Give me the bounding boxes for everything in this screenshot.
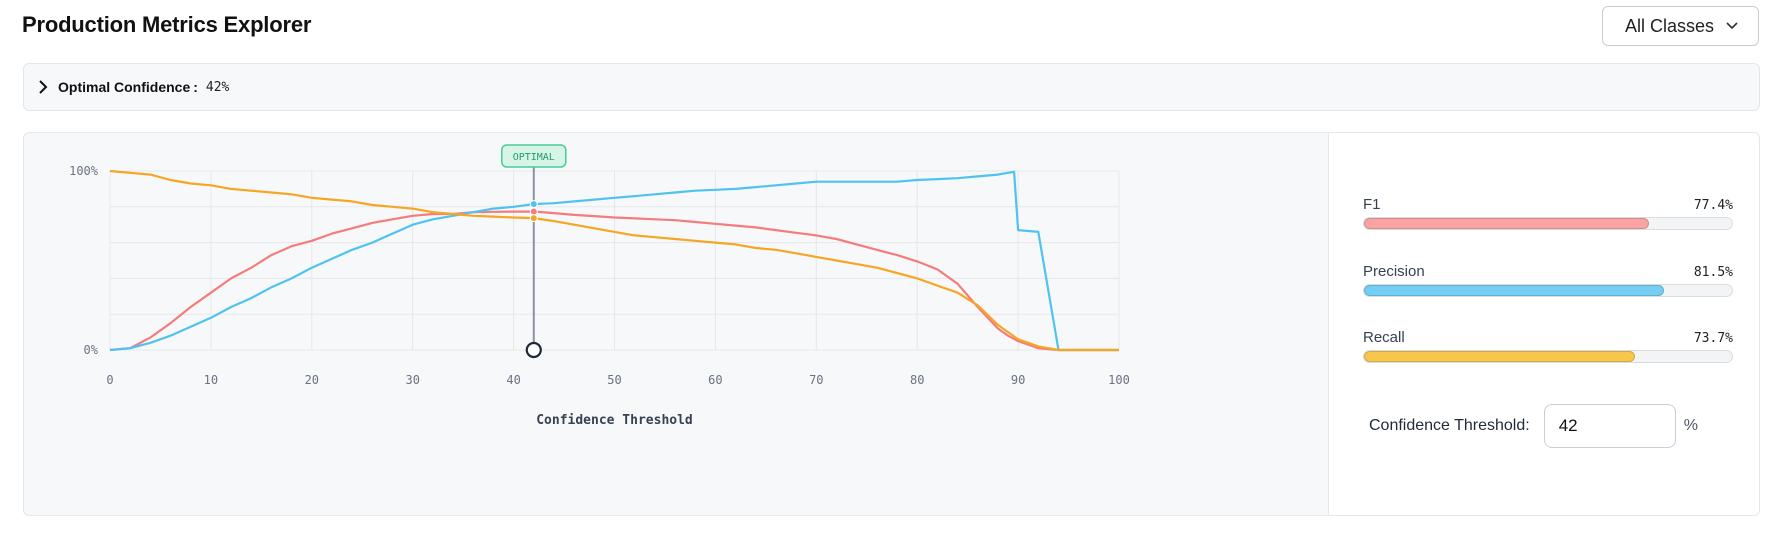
metric-precision: Precision 81.5% [1363,260,1733,297]
metric-value: 77.4% [1693,198,1733,213]
metric-bar-track [1363,217,1733,230]
metric-name: Recall [1363,329,1405,346]
summary-value: 42% [205,79,230,95]
x-tick-label: 70 [809,373,823,387]
y-tick-label: 0% [84,343,99,357]
series-line-f1 [109,210,1119,352]
summary-label: Optimal Confidence [58,79,191,95]
class-filter-label: All Classes [1625,15,1715,36]
series-line-recall [109,169,1119,352]
threshold-control: Confidence Threshold: % [1369,404,1698,448]
optimal-confidence-summary[interactable]: Optimal Confidence : 42% [23,63,1760,111]
optimal-point-f1 [529,207,538,216]
x-tick-label: 0 [106,373,113,387]
series-line-precision [109,170,1119,352]
chart-area: 0 10 20 30 40 50 60 70 80 90 100 0% 100% Confidence T… [24,133,1328,515]
x-tick-label: 50 [607,373,621,387]
page-title: Production Metrics Explorer [22,12,312,37]
x-axis-label: Confidence Threshold [536,413,693,428]
metrics-sidebar: F1 77.4% Precision 81.5% Recall 73.7% Confide… [1329,133,1759,515]
threshold-input[interactable] [1543,404,1676,448]
x-tick-label: 40 [506,373,520,387]
optimal-badge [501,144,567,168]
metric-name: Precision [1363,263,1425,280]
threshold-drag-handle[interactable] [525,341,542,359]
x-tick-label: 30 [405,373,419,387]
threshold-unit: % [1683,417,1698,434]
metric-recall: Recall 73.7% [1363,326,1733,363]
y-tick-label: 100% [69,164,99,178]
x-tick-label: 10 [204,373,218,387]
metric-f1: F1 77.4% [1363,193,1733,230]
optimal-point-precision [529,200,538,209]
metric-bar-fill [1364,351,1636,362]
metric-value: 81.5% [1693,265,1733,280]
x-tick-label: 20 [305,373,319,387]
x-tick-label: 100 [1108,373,1130,387]
optimal-badge-label: OPTIMAL [513,152,555,163]
metric-bar-track [1363,284,1733,297]
chevron-right-icon[interactable] [38,80,48,94]
metric-name: F1 [1363,196,1381,213]
class-filter-dropdown[interactable]: All Classes [1602,6,1759,46]
chevron-down-icon [1726,22,1738,30]
panel-divider [1328,133,1329,515]
optimal-point-recall [529,214,538,223]
threshold-metrics-chart: 0 10 20 30 40 50 60 70 80 90 100 0% 100% Confidence T… [69,144,1130,428]
x-tick-label: 90 [1011,373,1025,387]
metric-bar-fill [1364,218,1649,229]
x-tick-label: 60 [708,373,722,387]
metric-bar-track [1363,350,1733,363]
x-tick-label: 80 [910,373,924,387]
summary-colon: : [193,79,198,95]
metrics-panel: 0 10 20 30 40 50 60 70 80 90 100 0% 100% Confidence T… [23,132,1760,516]
metric-bar-fill [1364,285,1664,296]
metric-value: 73.7% [1693,331,1733,346]
threshold-label: Confidence Threshold: [1369,417,1530,434]
